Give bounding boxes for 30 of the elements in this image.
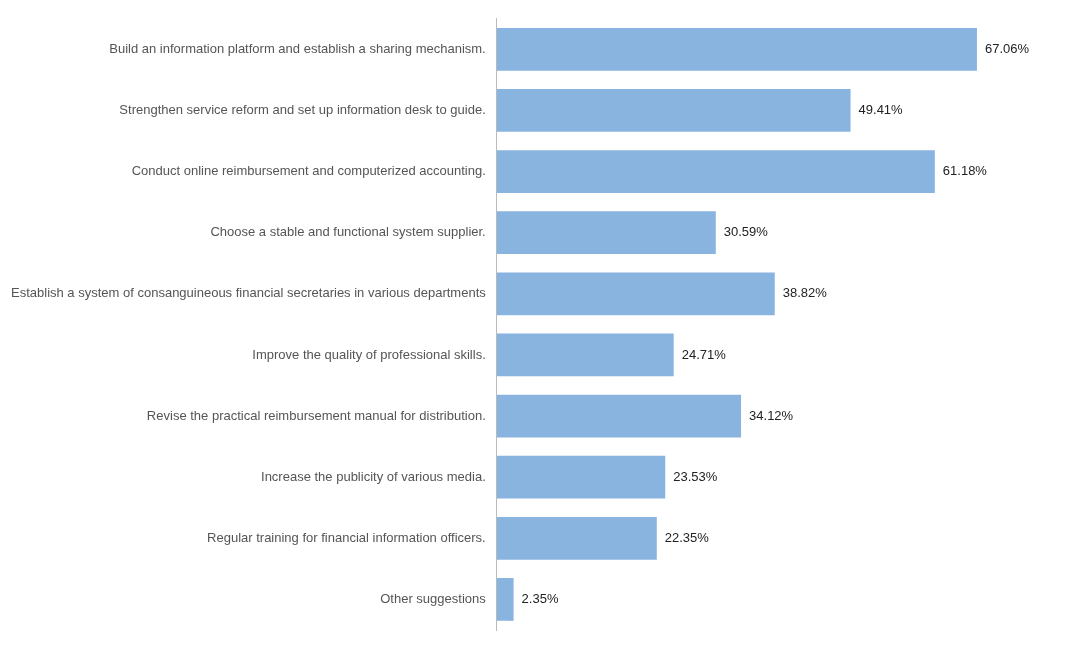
y-tick-label: Strengthen service reform and set up information desk to guide. — [119, 102, 486, 118]
y-tick-label: Increase the publicity of various media. — [261, 468, 486, 484]
bar — [496, 578, 514, 621]
bar — [496, 455, 666, 499]
data-label: 22.35% — [664, 529, 710, 545]
data-label: 38.82% — [782, 285, 828, 301]
bar — [496, 89, 851, 132]
data-label: 2.35% — [521, 591, 559, 607]
y-tick-label: Revise the practical reimbursement manual for distribution. — [146, 407, 486, 423]
bar — [496, 516, 657, 560]
data-label: 23.53% — [673, 468, 718, 484]
data-label: 34.12% — [749, 407, 794, 423]
bar — [496, 211, 716, 255]
y-tick-label: Build an information platform and establish a sharing mechanism. — [109, 40, 486, 56]
data-label: 30.59% — [723, 224, 769, 240]
y-tick-label: Regular training for financial information officers. — [207, 529, 486, 545]
y-tick-label: Improve the quality of professional skills. — [252, 346, 486, 362]
bar — [496, 333, 674, 377]
data-label: 24.71% — [681, 346, 727, 362]
data-label: 49.41% — [858, 102, 904, 118]
bar — [496, 150, 935, 193]
y-tick-label: Establish a system of consanguineous financial secretaries in various departments — [11, 285, 487, 301]
y-tick-label: Other suggestions — [380, 591, 487, 607]
data-label: 67.06% — [984, 40, 1030, 56]
data-label: 61.18% — [942, 163, 988, 179]
y-tick-label: Conduct online reimbursement and computerized accounting. — [131, 163, 486, 179]
bar — [496, 272, 775, 316]
y-tick-label: Choose a stable and functional system supplier. — [210, 224, 486, 240]
bar — [496, 27, 977, 71]
bar — [496, 394, 742, 438]
